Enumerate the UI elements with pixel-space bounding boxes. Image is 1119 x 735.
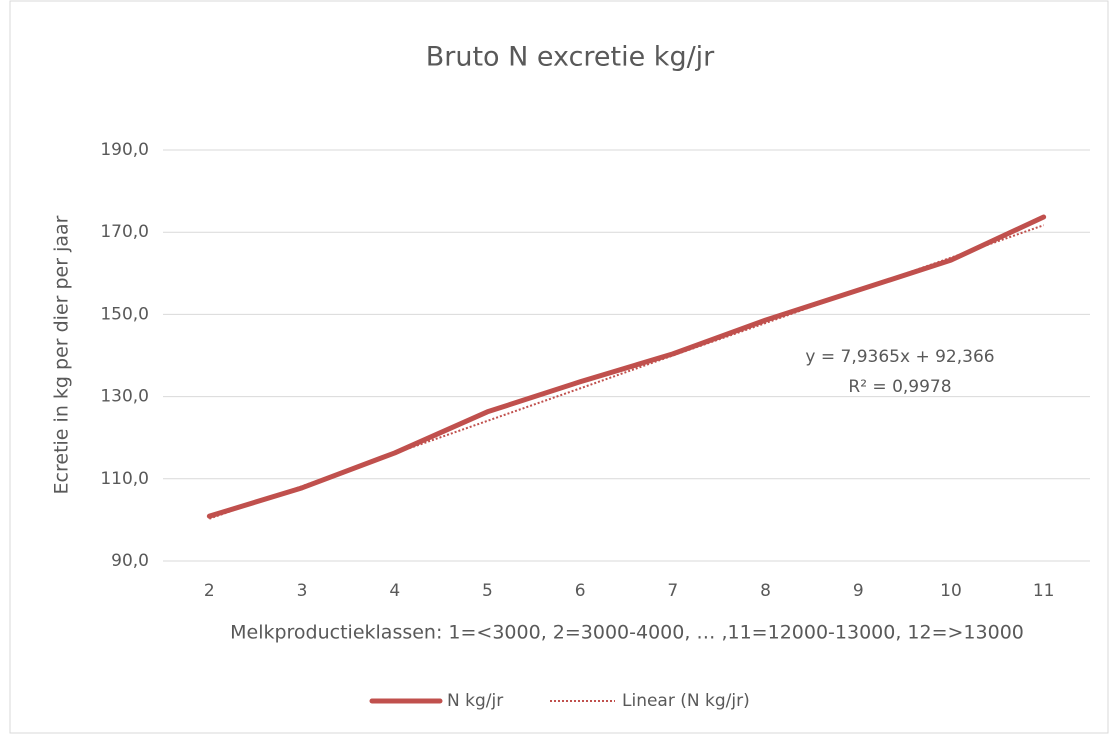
- y-tick-label: 130,0: [100, 387, 149, 407]
- y-tick-label: 170,0: [100, 222, 149, 242]
- x-tick-label: 5: [482, 581, 493, 601]
- legend-label: Linear (N kg/jr): [622, 691, 750, 711]
- x-tick-label: 4: [389, 581, 400, 601]
- x-tick-label: 6: [575, 581, 586, 601]
- series-line: [206, 214, 1047, 519]
- y-axis-label: Ecretie in kg per dier per jaar: [51, 215, 73, 494]
- x-tick-label: 9: [853, 581, 864, 601]
- y-tick-label: 110,0: [100, 469, 149, 489]
- x-tick-label: 8: [760, 581, 771, 601]
- chart-border: [9, 0, 1109, 734]
- x-tick-label: 2: [204, 581, 215, 601]
- x-tick-label: 11: [1033, 581, 1055, 601]
- chart-title: Bruto N excretie kg/jr: [426, 42, 715, 73]
- trendline-equation: y = 7,9365x + 92,366: [805, 347, 994, 367]
- legend-label: N kg/jr: [447, 691, 503, 711]
- x-tick-label: 7: [667, 581, 678, 601]
- y-tick-label: 190,0: [100, 140, 149, 160]
- x-tick-label: 3: [297, 581, 308, 601]
- y-tick-label: 90,0: [111, 551, 149, 571]
- y-tick-label: 150,0: [100, 304, 149, 324]
- trendline-r2: R² = 0,9978: [848, 377, 951, 397]
- x-axis-label: Melkproductieklassen: 1=<3000, 2=3000-40…: [230, 622, 1024, 644]
- x-tick-label: 10: [940, 581, 962, 601]
- series-line: [209, 224, 1044, 520]
